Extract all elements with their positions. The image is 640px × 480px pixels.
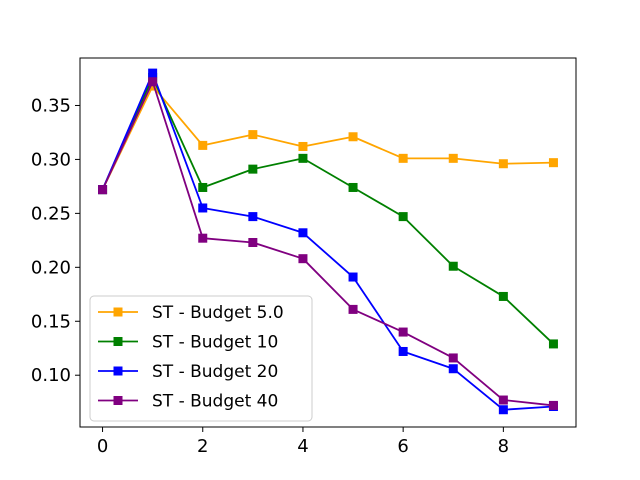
series-4 xyxy=(98,77,558,410)
y-tick-label: 0.10 xyxy=(31,365,71,386)
legend: ST - Budget 5.0 ST - Budget 10 ST - Budget… xyxy=(89,295,313,422)
data-point-marker xyxy=(198,140,208,150)
data-point-marker xyxy=(298,254,308,264)
data-point-marker xyxy=(298,141,308,151)
data-point-marker xyxy=(398,327,408,337)
legend-marker xyxy=(113,337,123,346)
data-point-marker xyxy=(448,353,458,363)
x-tick-label: 8 xyxy=(498,436,509,457)
legend-entry: ST - Budget 40 xyxy=(98,392,278,412)
y-axis: 0.10 0.15 0.20 0.25 0.30 0.35 xyxy=(31,95,80,386)
plot-frame xyxy=(79,57,577,428)
data-point-marker xyxy=(198,182,208,192)
legend-marker xyxy=(113,396,123,405)
x-axis: 0 2 4 6 8 xyxy=(97,427,509,457)
y-tick-label: 0.25 xyxy=(31,203,71,224)
y-tick-label: 0.20 xyxy=(31,257,71,278)
data-point-marker xyxy=(298,153,308,163)
legend-entry: ST - Budget 10 xyxy=(98,333,278,353)
data-point-marker xyxy=(348,304,358,314)
data-point-marker xyxy=(548,158,558,168)
data-point-marker xyxy=(248,164,258,174)
data-point-marker xyxy=(398,212,408,222)
y-tick-label: 0.15 xyxy=(31,311,71,332)
legend-entry: ST - Budget 20 xyxy=(98,362,278,382)
series-line xyxy=(101,80,554,407)
x-tick-label: 0 xyxy=(97,436,108,457)
legend-marker xyxy=(113,366,123,376)
data-point-marker xyxy=(198,233,208,243)
legend-label: ST - Budget 40 xyxy=(152,392,278,412)
series-line xyxy=(101,72,554,411)
data-point-marker xyxy=(198,203,208,213)
legend-box xyxy=(89,295,313,422)
series-line xyxy=(101,76,555,345)
data-point-marker xyxy=(498,405,508,415)
x-tick-label: 6 xyxy=(397,436,408,457)
series-line xyxy=(101,85,554,191)
data-point-marker xyxy=(448,364,458,374)
data-point-marker xyxy=(248,238,258,247)
data-point-marker xyxy=(498,159,508,169)
data-point-marker xyxy=(498,395,508,405)
legend-label: ST - Budget 10 xyxy=(152,333,278,353)
data-point-marker xyxy=(298,228,308,238)
x-tick-label: 2 xyxy=(197,436,208,457)
data-point-marker xyxy=(248,212,258,222)
data-point-marker xyxy=(148,68,158,78)
data-point-marker xyxy=(548,339,558,349)
legend-label: ST - Budget 5.0 xyxy=(152,303,284,323)
data-point-marker xyxy=(398,346,408,356)
legend-entry: ST - Budget 5.0 xyxy=(98,303,284,323)
data-point-marker xyxy=(98,185,108,195)
x-tick-label: 4 xyxy=(297,436,308,457)
y-tick-label: 0.30 xyxy=(31,149,71,170)
data-point-marker xyxy=(348,182,358,192)
data-point-marker xyxy=(348,272,358,282)
data-point-marker xyxy=(448,261,458,271)
data-point-marker xyxy=(498,291,508,301)
y-tick-label: 0.35 xyxy=(31,95,71,116)
legend-marker xyxy=(113,307,123,317)
data-point-marker xyxy=(248,130,258,140)
data-point-marker xyxy=(148,77,158,87)
data-point-marker xyxy=(348,132,358,142)
data-point-marker xyxy=(448,153,458,163)
data-point-marker xyxy=(398,153,408,163)
data-point-marker xyxy=(548,400,558,410)
plot-area xyxy=(98,68,558,415)
legend-label: ST - Budget 20 xyxy=(152,362,278,382)
